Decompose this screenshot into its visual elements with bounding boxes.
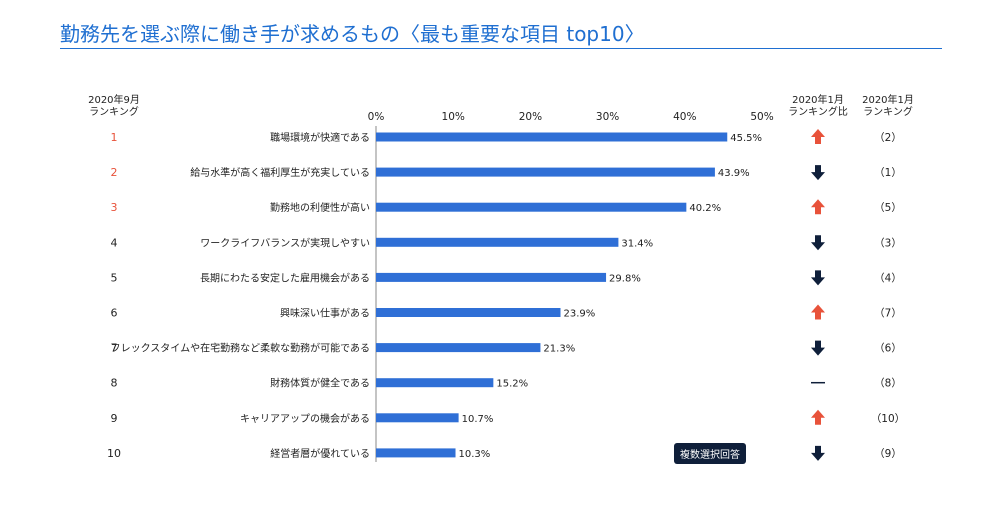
jan-rank-label: （2） [874, 132, 902, 144]
jan-rank-label: （7） [874, 308, 902, 320]
arrow-down-icon [811, 165, 825, 181]
multiple-choice-badge: 複数選択回答 [674, 443, 746, 464]
category-label: キャリアアップの機会がある [240, 412, 370, 425]
x-tick-label: 0% [368, 111, 385, 123]
jan-rank-label: （3） [874, 237, 902, 249]
category-label: 勤務地の利便性が高い [270, 201, 370, 214]
arrow-up-icon [811, 409, 825, 425]
bar [376, 167, 715, 177]
value-label: 15.2% [496, 379, 528, 390]
header-rank-sep-line1: 2020年9月 [88, 95, 140, 106]
jan-rank-label: （9） [874, 448, 902, 460]
value-label: 10.7% [462, 414, 494, 425]
jan-rank-label: （8） [874, 378, 902, 390]
category-label: フレックスタイムや在宅勤務など柔軟な勤務が可能である [111, 342, 370, 355]
arrow-down-icon [811, 445, 825, 461]
x-tick-label: 40% [673, 111, 696, 123]
title-rule [60, 48, 942, 49]
category-label: 財務体質が健全である [270, 377, 370, 390]
x-tick-label: 50% [750, 111, 773, 123]
x-tick-label: 20% [519, 111, 542, 123]
jan-rank-label: （1） [874, 167, 902, 179]
bar [376, 308, 561, 317]
rank-number: 3 [111, 201, 118, 214]
value-label: 21.3% [543, 344, 575, 355]
value-label: 29.8% [609, 273, 641, 284]
value-label: 10.3% [459, 449, 491, 460]
x-tick-label: 30% [596, 111, 619, 123]
jan-rank-label: （10） [871, 413, 905, 425]
rank-number: 2 [111, 166, 118, 179]
bar [376, 202, 687, 212]
value-label: 43.9% [718, 168, 750, 179]
jan-rank-label: （5） [874, 202, 902, 214]
value-label: 45.5% [730, 133, 762, 144]
category-label: ワークライフバランスが実現しやすい [200, 236, 370, 249]
header-trend-line2: ランキング比 [788, 107, 848, 118]
jan-rank-label: （6） [874, 343, 902, 355]
header-rank-jan-line1: 2020年1月 [862, 95, 914, 106]
chart-title: 勤務先を選ぶ際に働き手が求めるもの〈最も重要な項目 top10〉 [60, 22, 645, 46]
bar [376, 343, 541, 353]
header-rank-jan-line2: ランキング [863, 107, 913, 118]
jan-rank-label: （4） [874, 272, 902, 284]
category-label: 長期にわたる安定した雇用機会がある [200, 271, 370, 284]
header-rank-sep: 2020年9月 ランキング [86, 95, 142, 119]
arrow-up-icon [811, 199, 825, 215]
value-label: 23.9% [564, 309, 596, 320]
header-trend-line1: 2020年1月 [792, 95, 844, 106]
arrow-down-icon [811, 270, 825, 286]
bar [376, 413, 459, 423]
header-rank-jan: 2020年1月 ランキング [858, 95, 918, 119]
rank-number: 9 [111, 412, 118, 425]
rank-number: 5 [111, 271, 118, 284]
rank-number: 8 [111, 377, 118, 390]
bar [376, 272, 607, 282]
arrow-down-icon [811, 235, 825, 251]
value-label: 40.2% [689, 203, 721, 214]
category-label: 興味深い仕事がある [280, 307, 370, 320]
bar [376, 448, 456, 458]
bar [376, 132, 728, 142]
bar [376, 237, 619, 247]
arrow-down-icon [811, 340, 825, 356]
rank-number: 7 [111, 342, 118, 355]
rank-number: 6 [111, 307, 118, 320]
category-label: 給与水準が高く福利厚生が充実している [190, 166, 370, 179]
header-rank-sep-line2: ランキング [89, 107, 139, 118]
value-label: 31.4% [621, 238, 653, 249]
rank-number: 10 [107, 447, 121, 460]
rank-number: 4 [111, 236, 118, 249]
category-label: 経営者層が優れている [270, 447, 370, 460]
arrow-up-icon [811, 129, 825, 144]
category-label: 職場環境が快適である [270, 131, 370, 144]
x-tick-label: 10% [442, 111, 465, 123]
arrow-up-icon [811, 304, 825, 320]
bar [376, 378, 494, 388]
header-trend: 2020年1月 ランキング比 [786, 95, 850, 119]
rank-number: 1 [111, 131, 118, 144]
